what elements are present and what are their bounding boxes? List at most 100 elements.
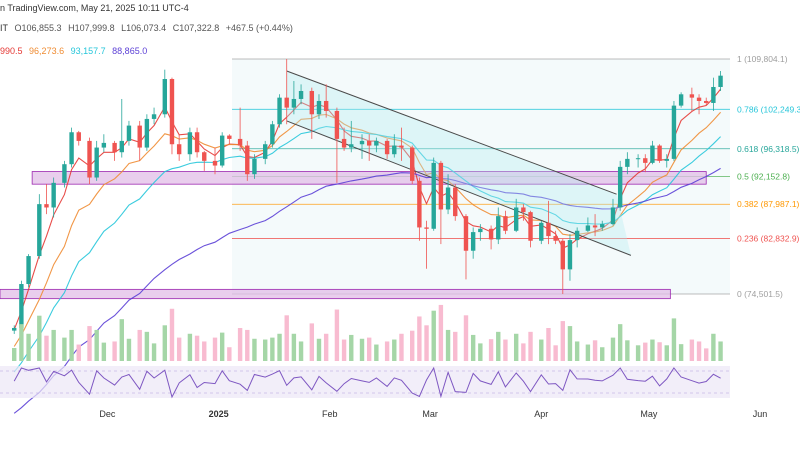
volume-bar [277, 333, 282, 361]
candle-body [194, 132, 200, 153]
volume-bar [657, 342, 662, 361]
volume-bar [245, 329, 250, 361]
candle-body [539, 222, 544, 241]
candle-body [424, 227, 429, 229]
fib-label: 0.5 (92,152.8) [737, 172, 790, 182]
candle-body [298, 90, 304, 99]
candle-body [617, 166, 623, 208]
candle-body [528, 212, 533, 241]
volume-bar [567, 326, 573, 361]
volume-bar [539, 339, 544, 361]
candle-body [689, 94, 695, 98]
candle-body [227, 135, 232, 139]
candle-body [600, 224, 605, 228]
candle-body [151, 114, 157, 119]
volume-bar [704, 348, 709, 361]
candle-body [417, 180, 422, 228]
volume-bar [453, 331, 458, 361]
candle-body [399, 145, 404, 148]
volume-bar [151, 343, 157, 361]
candle-body [334, 110, 340, 139]
candle-body [51, 182, 56, 208]
support-zone [0, 288, 671, 300]
volume-bar [51, 329, 56, 361]
candle-body [219, 135, 225, 166]
candle-body [625, 158, 630, 167]
volume-bar [144, 331, 150, 361]
ma-slow-line [13, 125, 721, 373]
volume-bar [227, 347, 232, 361]
volume-bars [12, 304, 723, 361]
symbol-text: IT [0, 23, 8, 33]
candle-body [62, 164, 67, 183]
candle-body [94, 147, 99, 178]
candle-body [553, 236, 558, 241]
ma-long-line [13, 167, 721, 414]
candle-body [101, 142, 107, 148]
volume-bar [574, 341, 580, 361]
volume-bar [718, 341, 723, 361]
volume-bar [671, 318, 677, 361]
volume-bar [162, 325, 168, 361]
volume-bar [560, 321, 565, 361]
candle-body [585, 225, 591, 231]
volume-bar [600, 347, 605, 361]
candle-body [574, 230, 580, 241]
volume-bar [101, 342, 107, 361]
volume-bar [62, 337, 67, 361]
candle-body [309, 90, 315, 115]
volume-bar [309, 323, 315, 361]
candle-body [384, 140, 390, 155]
fib-label: 0.786 (102,249.3) [737, 104, 800, 114]
volume-bar [187, 333, 193, 361]
volume-bar [316, 338, 322, 361]
volume-bar [438, 304, 444, 361]
volume-bar [252, 338, 257, 361]
candle-body [119, 140, 124, 153]
candle-body [187, 132, 193, 155]
x-tick-label: Feb [321, 409, 338, 419]
volume-bar [334, 309, 340, 361]
candle-body [359, 140, 365, 145]
volume-bar [513, 333, 519, 361]
candle-body [44, 204, 49, 208]
candle-body [112, 142, 117, 153]
candle-body [277, 97, 282, 125]
open-value: O106,855.3 [14, 23, 62, 33]
chart-source-line: n TradingView.com, May 21, 2025 10:11 UT… [0, 3, 193, 13]
volume-bar [711, 333, 716, 361]
candle-body [169, 78, 175, 145]
candle-body [463, 216, 469, 251]
volume-bar [194, 335, 200, 361]
volume-bar [112, 341, 117, 361]
ohlc-line: IT O106,855.3 H107,999.8 L106,073.4 C107… [0, 23, 297, 33]
volume-bar [69, 329, 74, 361]
ma-fast-value: 990.5 [0, 46, 23, 56]
volume-bar [478, 343, 483, 361]
volume-bar [384, 341, 390, 361]
candle-body [521, 207, 526, 213]
volume-bar [496, 331, 501, 361]
volume-bar [410, 330, 415, 361]
volume-bar [359, 338, 365, 361]
candle-body [696, 97, 702, 101]
ma-fast-line [13, 88, 722, 330]
fib-label: 0.382 (87,987.1) [737, 199, 800, 209]
candles [12, 59, 723, 334]
volume-bar [417, 316, 422, 361]
candle-body [126, 125, 132, 141]
volume-bar [424, 325, 429, 361]
candle-body [610, 207, 616, 225]
candle-body [316, 100, 322, 115]
volume-bar [625, 340, 630, 361]
x-tick-label: Mar [422, 409, 438, 419]
volume-bar [94, 329, 99, 361]
candle-body [410, 147, 415, 181]
fib-labels: 1 (109,804.1) 0.786 (102,249.3) 0.618 (96,… [737, 54, 800, 299]
ma-mid-value: 96,273.6 [29, 46, 65, 56]
volume-bar [664, 345, 669, 361]
candle-body [453, 187, 458, 217]
volume-bar [26, 333, 31, 361]
candle-body [478, 228, 483, 233]
